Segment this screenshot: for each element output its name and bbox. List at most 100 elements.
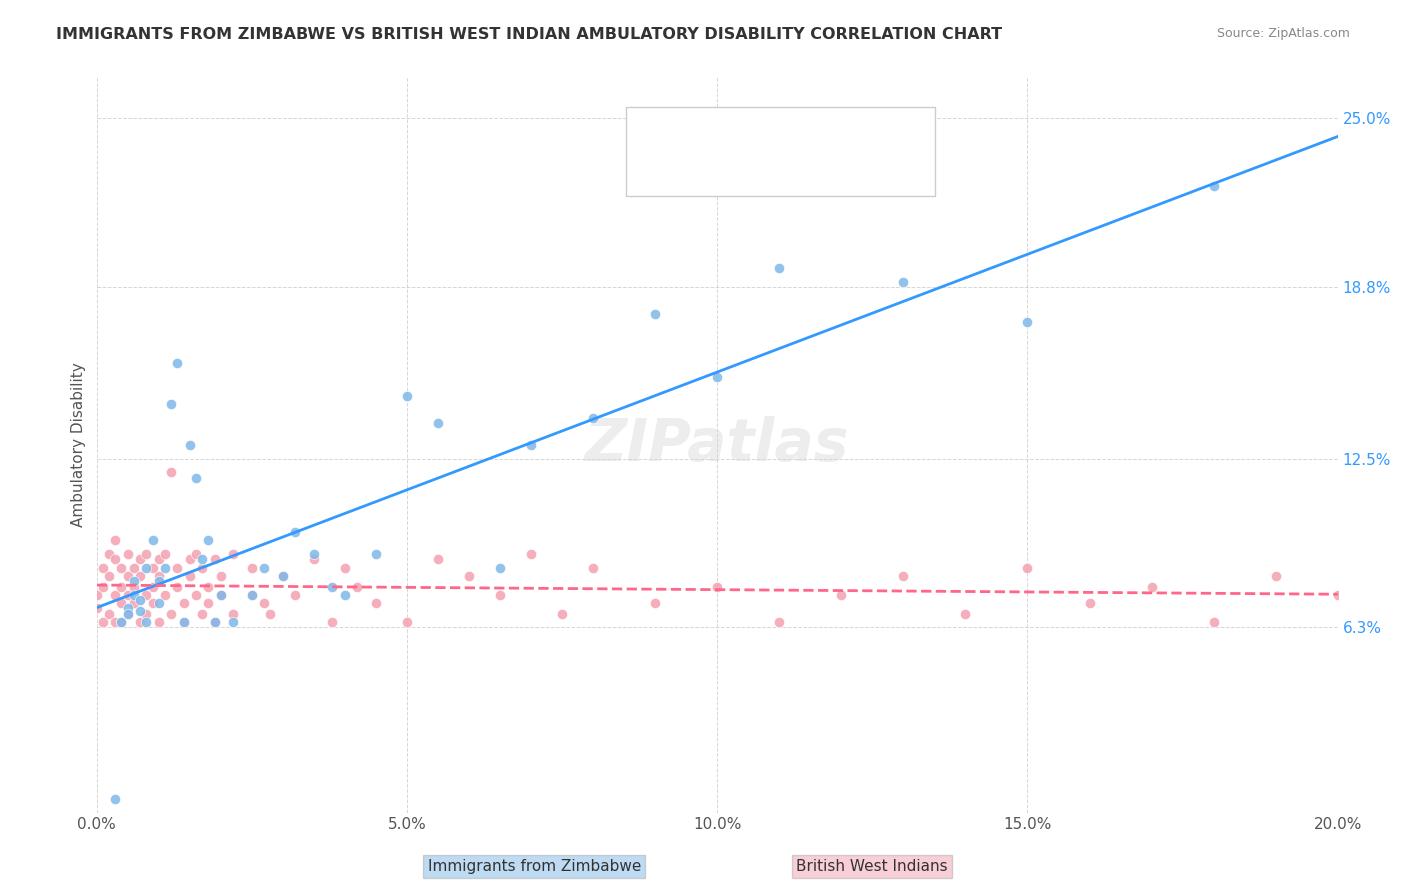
- Point: [551, 607, 574, 621]
- Point: [135, 560, 157, 574]
- Point: [222, 547, 245, 561]
- Point: [1202, 179, 1225, 194]
- Point: [830, 588, 852, 602]
- Point: [141, 580, 163, 594]
- Y-axis label: Ambulatory Disability: Ambulatory Disability: [72, 363, 86, 527]
- Point: [706, 370, 728, 384]
- Point: [197, 596, 219, 610]
- Point: [98, 607, 121, 621]
- Point: [148, 568, 170, 582]
- Point: [271, 568, 294, 582]
- Point: [117, 607, 139, 621]
- Point: [489, 588, 512, 602]
- Point: [191, 607, 214, 621]
- Point: [141, 560, 163, 574]
- Point: [98, 568, 121, 582]
- Point: [129, 552, 152, 566]
- Point: [644, 307, 666, 321]
- Point: [184, 470, 207, 484]
- Point: [204, 552, 226, 566]
- Point: [173, 596, 195, 610]
- Point: [184, 547, 207, 561]
- Point: [148, 552, 170, 566]
- Point: [91, 615, 114, 629]
- Point: [1326, 588, 1348, 602]
- Point: [110, 580, 132, 594]
- Point: [333, 588, 356, 602]
- Point: [122, 588, 145, 602]
- Point: [520, 438, 543, 452]
- Point: [222, 607, 245, 621]
- Point: [1202, 615, 1225, 629]
- Point: [395, 389, 418, 403]
- Point: [955, 607, 977, 621]
- Point: [160, 397, 183, 411]
- Point: [240, 560, 263, 574]
- Point: [129, 604, 152, 618]
- Point: [135, 607, 157, 621]
- Point: [271, 568, 294, 582]
- Text: Immigrants from Zimbabwe: Immigrants from Zimbabwe: [427, 859, 641, 874]
- Point: [184, 588, 207, 602]
- Point: [122, 596, 145, 610]
- Point: [209, 588, 232, 602]
- Text: R =  0.547   N = 43: R = 0.547 N = 43: [661, 128, 810, 143]
- Point: [346, 580, 368, 594]
- Point: [91, 580, 114, 594]
- Point: [110, 615, 132, 629]
- Point: [117, 547, 139, 561]
- Point: [191, 552, 214, 566]
- Point: [768, 615, 790, 629]
- Point: [91, 560, 114, 574]
- Point: [104, 533, 127, 548]
- Point: [179, 552, 201, 566]
- Point: [148, 596, 170, 610]
- Point: [104, 588, 127, 602]
- Point: [197, 533, 219, 548]
- Point: [1017, 316, 1039, 330]
- Point: [117, 601, 139, 615]
- Point: [148, 574, 170, 588]
- Point: [426, 552, 449, 566]
- Point: [160, 465, 183, 479]
- Point: [204, 615, 226, 629]
- Point: [129, 615, 152, 629]
- Text: IMMIGRANTS FROM ZIMBABWE VS BRITISH WEST INDIAN AMBULATORY DISABILITY CORRELATIO: IMMIGRANTS FROM ZIMBABWE VS BRITISH WEST…: [56, 27, 1002, 42]
- Point: [166, 580, 188, 594]
- Point: [259, 607, 281, 621]
- Point: [209, 588, 232, 602]
- Point: [302, 552, 325, 566]
- Point: [302, 547, 325, 561]
- Point: [117, 568, 139, 582]
- Text: British West Indians: British West Indians: [796, 859, 948, 874]
- Point: [893, 568, 915, 582]
- Point: [166, 560, 188, 574]
- Point: [191, 560, 214, 574]
- Point: [1017, 560, 1039, 574]
- Point: [768, 260, 790, 275]
- Point: [117, 607, 139, 621]
- Point: [364, 547, 387, 561]
- Point: [458, 568, 481, 582]
- Point: [104, 552, 127, 566]
- Point: [426, 416, 449, 430]
- Point: [173, 615, 195, 629]
- Point: [153, 547, 176, 561]
- Point: [197, 580, 219, 594]
- Point: [122, 560, 145, 574]
- Point: [222, 615, 245, 629]
- Point: [204, 615, 226, 629]
- Point: [395, 615, 418, 629]
- Point: [321, 615, 343, 629]
- Point: [153, 588, 176, 602]
- Point: [253, 560, 276, 574]
- Point: [1264, 568, 1286, 582]
- Point: [284, 588, 307, 602]
- Point: [173, 615, 195, 629]
- Point: [644, 596, 666, 610]
- Point: [333, 560, 356, 574]
- Point: [148, 615, 170, 629]
- Point: [110, 560, 132, 574]
- Point: [122, 574, 145, 588]
- Text: Source: ZipAtlas.com: Source: ZipAtlas.com: [1216, 27, 1350, 40]
